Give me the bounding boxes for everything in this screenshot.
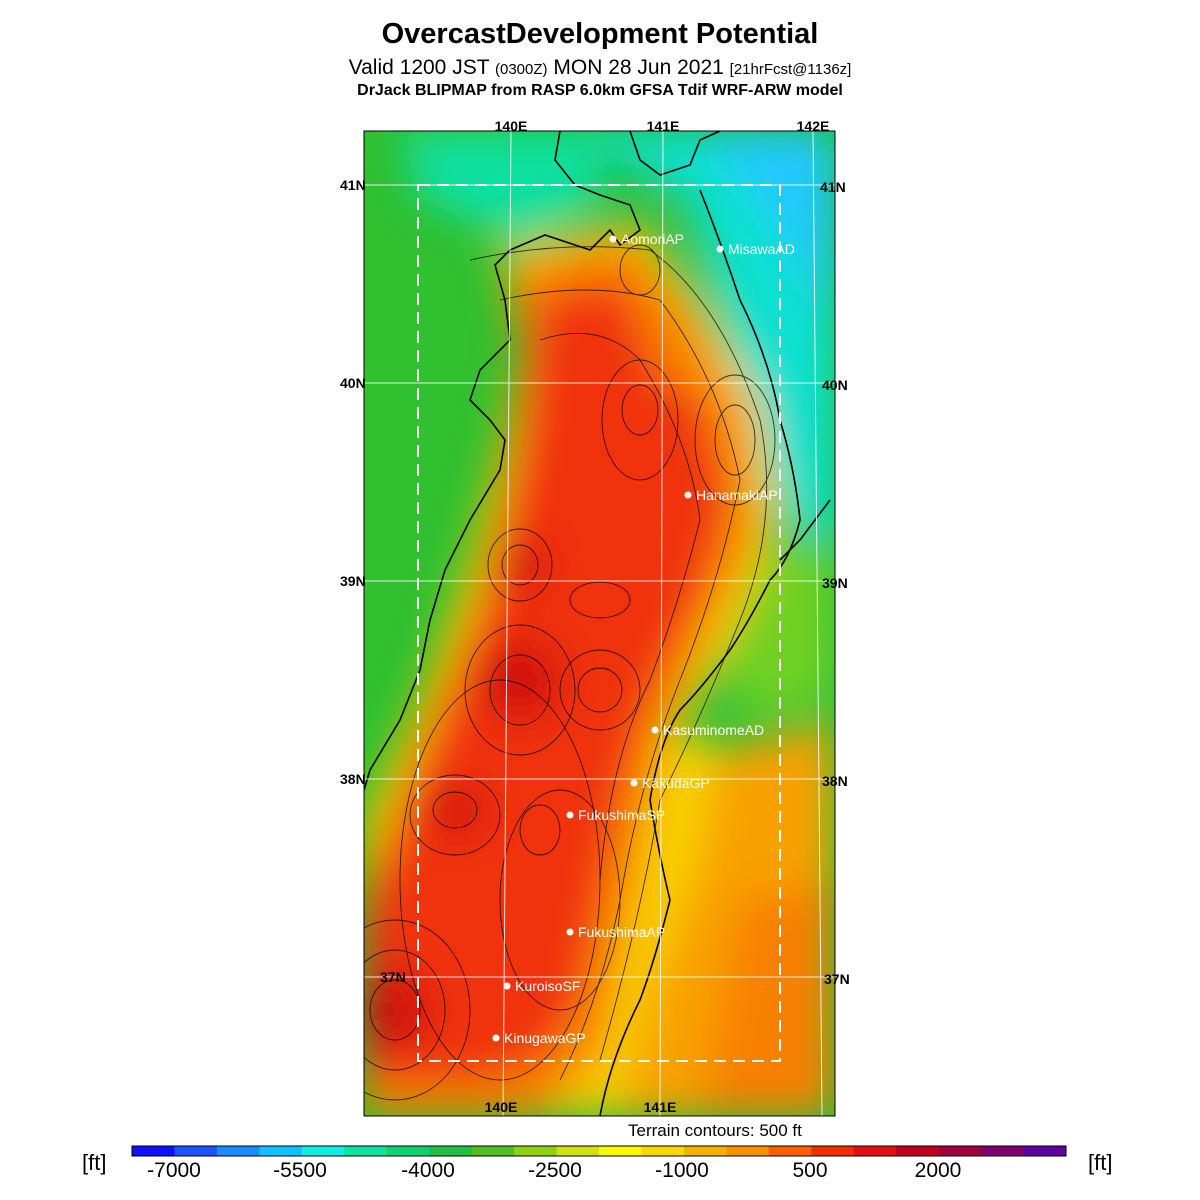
airport-markers: AomoriAP MisawaAD HanamakiAP KasuminomeA… xyxy=(492,231,795,1046)
colorbar-tick: -5500 xyxy=(273,1159,327,1182)
lon-label-141e-bottom: 141E xyxy=(644,1099,677,1115)
airport-label-hanamaki: HanamakiAP xyxy=(696,487,778,503)
coastline xyxy=(364,131,831,1116)
colorbar-unit-right: [ft] xyxy=(1088,1150,1113,1175)
colorbar-swatch xyxy=(301,1146,345,1156)
airport-label-misawa: MisawaAD xyxy=(728,241,795,257)
lat-label-41n-left: 41N xyxy=(340,177,366,193)
colorbar-swatch xyxy=(599,1146,642,1156)
lat-label-38n-right: 38N xyxy=(822,773,848,789)
airport-dot xyxy=(566,811,574,819)
airport-dot xyxy=(630,779,638,787)
model-subtitle: DrJack BLIPMAP from RASP 6.0km GFSA Tdif… xyxy=(357,82,843,99)
colorbar-swatch xyxy=(216,1146,260,1156)
lon-label-141e-top: 141E xyxy=(647,118,680,134)
valid-prefix: Valid 1200 JST xyxy=(348,56,490,79)
colorbar-swatch xyxy=(641,1146,685,1156)
airport-dot xyxy=(684,491,692,499)
map-title: OvercastDevelopment Potential xyxy=(381,18,819,50)
lat-label-39n-right: 39N xyxy=(822,575,848,591)
colorbar-unit-left: [ft] xyxy=(82,1150,107,1175)
airport-label-kuroiso: KuroisoSF xyxy=(515,978,580,994)
colorbar-swatch xyxy=(853,1146,897,1156)
colorbar-swatch xyxy=(1023,1146,1067,1156)
lat-label-39n-left: 39N xyxy=(340,573,366,589)
airport-label-fukushima-ap: FukushimaAP xyxy=(578,924,665,940)
colorbar-swatch xyxy=(429,1146,473,1156)
colorbar-swatch xyxy=(471,1146,515,1156)
colorbar-tick: -4000 xyxy=(401,1159,455,1182)
airport-label-kakuda: KakudaGP xyxy=(642,775,710,791)
colorbar-border xyxy=(131,1145,1067,1157)
lat-label-37n-left: 37N xyxy=(380,969,406,985)
valid-zulu: (0300Z) xyxy=(495,61,548,78)
colorbar-tick: -7000 xyxy=(147,1159,201,1182)
colorbar-swatch xyxy=(768,1146,812,1156)
colorbar-swatch xyxy=(896,1146,940,1156)
colorbar-swatch xyxy=(174,1146,218,1156)
colorbar-swatch xyxy=(683,1146,727,1156)
colorbar-swatch xyxy=(556,1146,600,1156)
colorbar xyxy=(131,1145,1067,1157)
colorbar-tick: 2000 xyxy=(914,1159,962,1182)
lat-label-37n-right: 37N xyxy=(824,971,850,987)
colorbar-swatch xyxy=(938,1146,982,1156)
colorbar-swatch xyxy=(726,1146,770,1156)
colorbar-swatch xyxy=(981,1146,1025,1156)
colorbar-tick: -2500 xyxy=(528,1159,582,1182)
lat-label-40n-left: 40N xyxy=(340,375,366,391)
inner-domain-box xyxy=(417,184,781,1062)
airport-label-kasuminome: KasuminomeAD xyxy=(663,722,764,738)
airport-dot xyxy=(566,928,574,936)
lat-label-41n-right: 41N xyxy=(820,179,846,195)
lat-label-38n-left: 38N xyxy=(340,771,366,787)
lat-label-40n-right: 40N xyxy=(822,377,848,393)
valid-date: MON 28 Jun 2021 xyxy=(553,56,724,79)
colorbar-swatch xyxy=(132,1146,175,1156)
forecast-info: [21hrFcst@1136z] xyxy=(729,61,852,78)
colorbar-swatch xyxy=(514,1146,558,1156)
airport-dot xyxy=(492,1034,500,1042)
colorbar-swatch xyxy=(344,1146,388,1156)
airport-dot xyxy=(716,245,724,253)
airport-label-kinugawa: KinugawaGP xyxy=(504,1030,586,1046)
airport-label-aomori: AomoriAP xyxy=(621,231,684,247)
airport-dot xyxy=(609,235,617,243)
colorbar-swatch xyxy=(259,1146,303,1156)
colorbar-swatch xyxy=(811,1146,855,1156)
map-frame xyxy=(363,130,836,1117)
airport-dot xyxy=(651,726,659,734)
valid-time-line: Valid 1200 JST (0300Z) MON 28 Jun 2021 [… xyxy=(0,56,1200,80)
lon-label-140e-bottom: 140E xyxy=(485,1099,518,1115)
airport-dot xyxy=(503,982,511,990)
terrain-contours xyxy=(364,244,776,1101)
colorbar-tick: 500 xyxy=(792,1159,828,1182)
terrain-contour-note: Terrain contours: 500 ft xyxy=(628,1121,802,1140)
lon-label-140e-top: 140E xyxy=(495,118,528,134)
lon-label-142e-top: 142E xyxy=(797,118,830,134)
airport-label-fukushima-sp: FukushimaSP xyxy=(578,807,665,823)
colorbar-tick: -1000 xyxy=(655,1159,709,1182)
map-field xyxy=(364,131,835,1116)
colorbar-swatch xyxy=(386,1146,430,1156)
